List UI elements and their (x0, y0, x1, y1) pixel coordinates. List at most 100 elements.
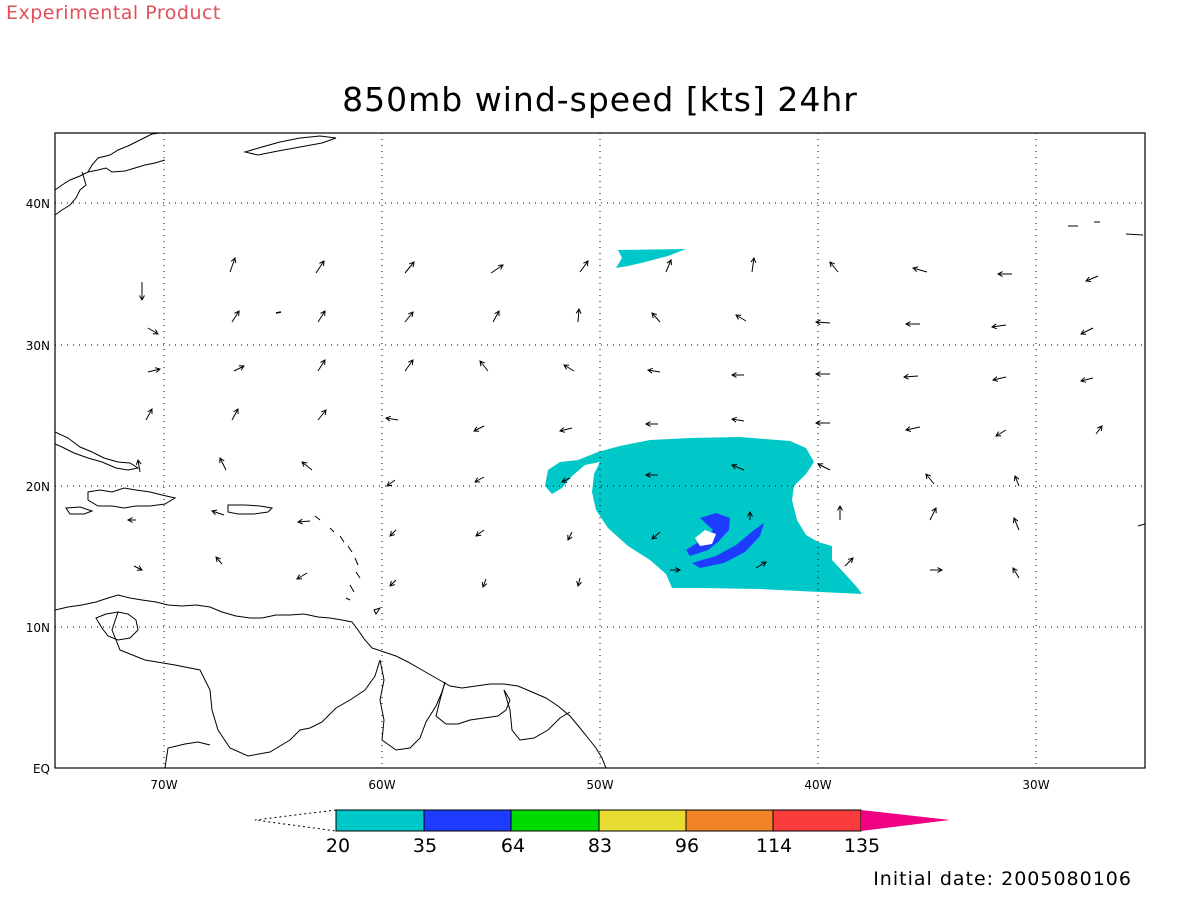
wind-arrow (567, 531, 573, 541)
wind-arrow (731, 463, 745, 471)
wind-arrow (930, 567, 944, 573)
lon-tick-labels: 70W 60W 50W 40W 30W (150, 778, 1049, 792)
wind-arrow (386, 479, 396, 487)
lon-tick-label: 60W (368, 778, 395, 792)
wind-arrow (730, 372, 744, 378)
wind-arrow (563, 364, 575, 372)
colorbar-level-label: 135 (844, 835, 880, 857)
coast-puerto-rico (227, 504, 274, 515)
wind-arrow (1013, 475, 1020, 487)
colorbar-swatch-114-135 (772, 809, 862, 832)
wind-arrow (1080, 327, 1094, 335)
wind-arrow (301, 461, 313, 471)
wind-arrow (829, 261, 839, 273)
eye-hole (695, 530, 716, 546)
wind-arrow (644, 472, 658, 478)
colorbar-swatch-96-114 (685, 809, 774, 832)
wind-arrow (670, 567, 682, 573)
wind-arrow (315, 260, 325, 274)
wind-arrow (211, 509, 225, 516)
colorbar-swatch-83-96 (598, 809, 687, 832)
coast-hispaniola (87, 487, 177, 509)
wind-arrow (817, 463, 831, 471)
colorbar-level-label: 114 (756, 835, 792, 857)
coast-cuba (55, 431, 140, 471)
wind-arrow (317, 359, 326, 372)
wind-arrow (147, 367, 162, 373)
wind-arrow (579, 260, 589, 273)
coastlines (55, 133, 1145, 768)
wind-arrow (147, 327, 159, 335)
wind-arrow (665, 259, 673, 273)
wind-arrow (747, 510, 753, 520)
lat-tick-label: 40N (26, 197, 50, 211)
experimental-product-label: Experimental Product (6, 2, 221, 24)
wind-arrow (1012, 517, 1020, 531)
lat-tick-label: 10N (26, 621, 50, 635)
colorbar-swatch-64-83 (510, 809, 600, 832)
chart-title: 850mb wind-speed [kts] 24hr (342, 80, 858, 119)
coast-maracaibo (95, 611, 139, 641)
wind-arrow (929, 507, 937, 521)
colorbar-high-triangle (861, 810, 950, 831)
coast-lesser-antilles (314, 515, 361, 601)
border-suriname (435, 681, 511, 725)
wind-arrow (1085, 275, 1099, 283)
wind-arrow (404, 261, 415, 274)
wind-arrow (229, 257, 237, 273)
graticule (55, 133, 1145, 768)
lon-tick-label: 40W (804, 778, 831, 792)
wind-arrow (404, 311, 414, 323)
wind-arrow (1079, 377, 1094, 383)
lon-tick-label: 70W (150, 778, 177, 792)
wind-arrow (904, 426, 921, 432)
wind-arrow (404, 359, 414, 372)
wind-arrow (925, 473, 935, 485)
wind-arrow (575, 307, 582, 323)
wind-arrow (912, 266, 928, 273)
cyan-region-storm (545, 437, 862, 594)
wind-arrow (474, 476, 485, 483)
wind-arrow (750, 256, 757, 273)
wind-arrow (126, 517, 136, 523)
border-guyana (379, 659, 446, 751)
wind-arrow (644, 421, 658, 427)
colorbar-level-label: 96 (675, 835, 699, 857)
lon-tick-label: 50W (586, 778, 613, 792)
wind-arrow (995, 429, 1007, 437)
colorbar-level-label: 64 (501, 835, 525, 857)
wind-vector-field (126, 256, 1103, 588)
colorbar-level-label: 35 (413, 835, 437, 857)
wind-arrow (490, 264, 504, 274)
wind-arrow (814, 371, 830, 377)
wind-arrow (473, 425, 485, 432)
wind-arrow (384, 415, 399, 422)
wind-arrow (296, 572, 308, 580)
lat-tick-label: 30N (26, 339, 50, 353)
coast-cape-cod (87, 159, 166, 173)
wind-arrow (479, 360, 489, 372)
wind-arrow (576, 577, 582, 588)
blue-band-outer (692, 523, 764, 568)
wind-arrow (755, 561, 767, 569)
colorbar-low-triangle (254, 809, 337, 832)
coast-south-america (55, 594, 607, 768)
wind-arrow (735, 314, 747, 322)
wind-arrow (814, 420, 830, 426)
wind-arrow (730, 416, 745, 423)
initial-date-label: Initial date: 2005080106 (873, 868, 1132, 890)
lat-tick-label: EQ (33, 762, 50, 776)
colorbar-swatch-35-64 (423, 809, 512, 832)
lat-tick-label: 20N (26, 480, 50, 494)
border-venezuela-colombia (111, 611, 381, 757)
wind-arrow (133, 565, 143, 571)
wind-arrow (135, 458, 142, 473)
coast-nova-scotia (243, 135, 337, 156)
wind-arrow (219, 457, 227, 471)
wind-arrow (837, 504, 843, 520)
colorbar-level-label: 83 (588, 835, 612, 857)
colorbar-swatch-20-35 (335, 809, 425, 832)
border-french-guiana (503, 689, 571, 741)
lon-tick-label: 30W (1022, 778, 1049, 792)
wind-arrow (1012, 567, 1020, 579)
